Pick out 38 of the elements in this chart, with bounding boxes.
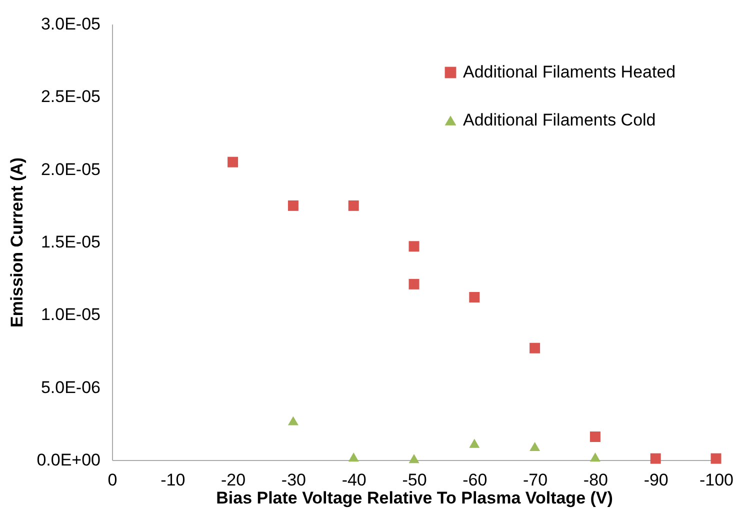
y-tick-label: 0.0E+00 — [36, 450, 100, 470]
point — [530, 442, 540, 452]
y-axis-title: Emission Current (A) — [8, 157, 27, 328]
legend-label: Additional Filaments Cold — [463, 110, 656, 130]
x-tick-label: -10 — [160, 470, 186, 490]
point — [348, 200, 359, 211]
y-tick-label: 3.0E-05 — [40, 14, 100, 34]
point — [408, 241, 420, 252]
y-tick-label: 1.5E-05 — [40, 232, 100, 252]
y-tick-label: 1.0E-05 — [40, 305, 100, 324]
x-tick-label: -60 — [462, 470, 488, 490]
point — [228, 156, 238, 168]
y-tick-label: 5.0E-06 — [40, 378, 100, 397]
point — [408, 454, 420, 464]
x-tick-label: -40 — [342, 470, 366, 490]
point — [590, 432, 600, 442]
x-tick-label: -100 — [699, 470, 734, 490]
point — [408, 278, 420, 290]
x-tick-label: -50 — [402, 470, 427, 490]
x-tick-label: -80 — [583, 470, 608, 490]
point — [288, 200, 298, 211]
point — [348, 452, 359, 462]
x-tick-label: -20 — [221, 470, 246, 490]
x-tick-label: -70 — [523, 470, 548, 490]
x-axis-title: Bias Plate Voltage Relative To Plasma Voltage (V) — [216, 488, 613, 508]
point — [590, 452, 600, 462]
x-tick-label: -30 — [281, 470, 306, 490]
x-tick-label: -90 — [644, 470, 668, 490]
point — [469, 438, 480, 448]
y-tick-label: 2.0E-05 — [40, 160, 100, 179]
x-tick-label: 0 — [108, 470, 118, 490]
legend-label: Additional Filaments Heated — [463, 62, 676, 82]
point — [469, 292, 480, 302]
point — [710, 453, 722, 464]
y-tick-label: 2.5E-05 — [40, 87, 100, 106]
point — [650, 453, 661, 464]
point — [288, 416, 298, 426]
point — [530, 342, 540, 354]
